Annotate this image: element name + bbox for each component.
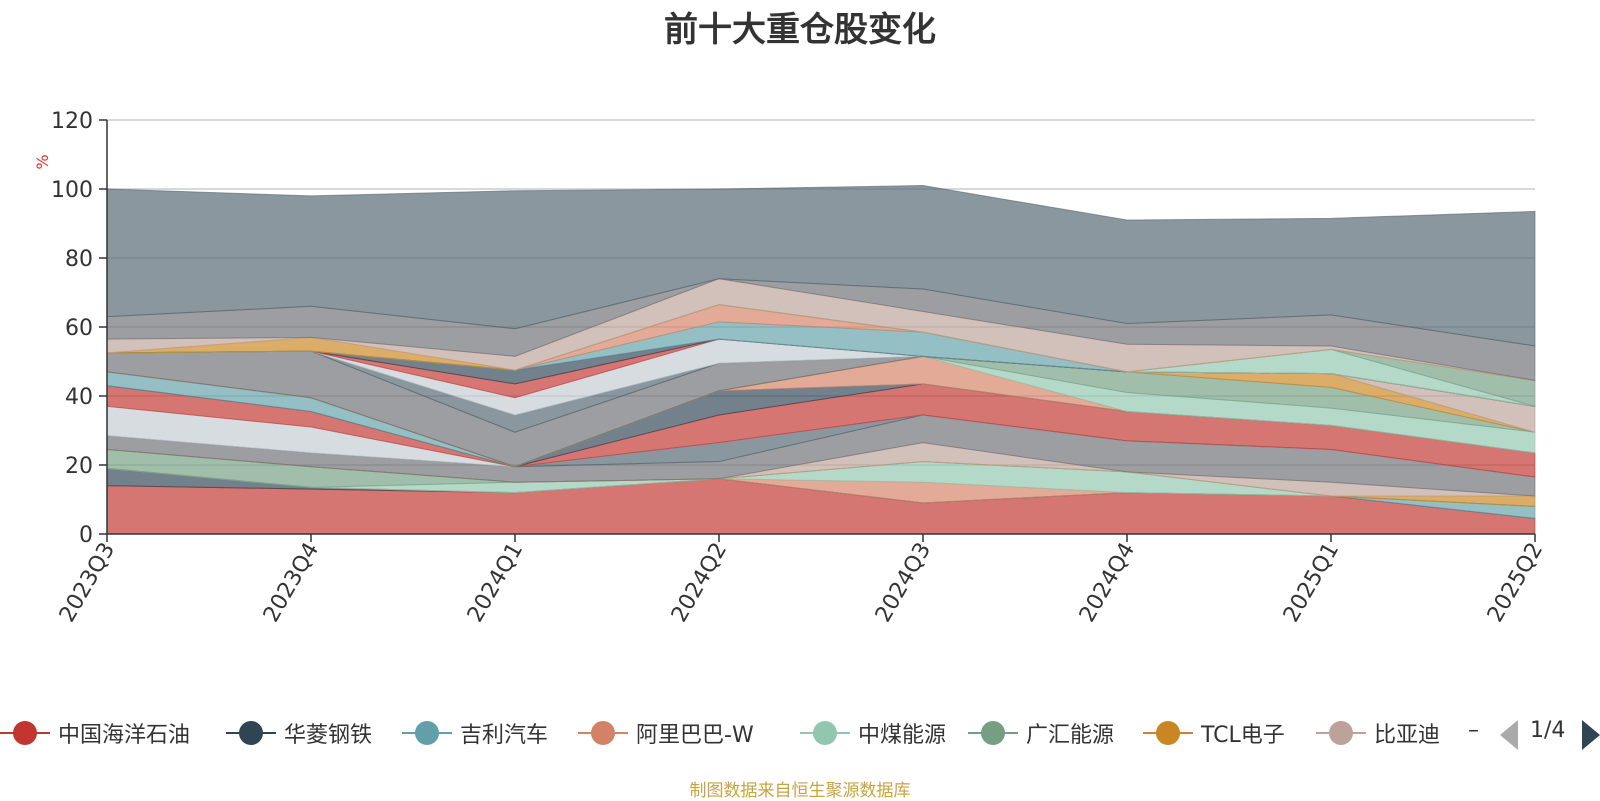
y-axis-label: % bbox=[33, 154, 52, 169]
legend-marker-icon bbox=[968, 718, 1018, 748]
legend-label: 中国海洋石油 bbox=[58, 723, 191, 748]
stacked-area-chart: 0 20 40 60 80 100 120 2023Q3 2023Q4 2024Q1 2024Q2 2… bbox=[33, 109, 1548, 627]
legend-marker-icon bbox=[0, 718, 50, 748]
legend-item[interactable]: 中国海洋石油 bbox=[0, 716, 190, 750]
x-tick-label: 2024Q3 bbox=[871, 539, 936, 627]
legend-item[interactable]: 华菱钢铁 bbox=[226, 716, 372, 750]
y-tick-label: 120 bbox=[51, 109, 93, 134]
legend-page-indicator: 1/4 bbox=[1530, 718, 1566, 743]
legend-label: 中煤能源 bbox=[858, 723, 947, 748]
legend-prev-page-icon[interactable] bbox=[1500, 720, 1518, 750]
y-tick-label: 60 bbox=[65, 316, 93, 341]
legend-label: TCL电子 bbox=[1201, 723, 1285, 748]
x-tick-label: 2024Q2 bbox=[667, 539, 732, 627]
legend-item[interactable]: 比亚迪 bbox=[1316, 716, 1440, 750]
x-tick-label: 2023Q3 bbox=[55, 539, 120, 627]
legend-marker-icon bbox=[226, 718, 276, 748]
series-areas bbox=[106, 185, 1536, 535]
legend-item[interactable]: 阿里巴巴-W bbox=[578, 716, 754, 750]
legend-item[interactable]: TCL电子 bbox=[1143, 716, 1285, 750]
y-tick-label: 20 bbox=[65, 454, 93, 479]
legend-item[interactable]: 吉利汽车 bbox=[402, 716, 548, 750]
legend-label: 华菱钢铁 bbox=[284, 723, 373, 748]
legend-marker-icon bbox=[800, 718, 850, 748]
x-tick-label: 2024Q1 bbox=[463, 539, 528, 627]
x-tick-label: 2024Q4 bbox=[1075, 539, 1140, 627]
legend-marker-icon bbox=[1316, 718, 1366, 748]
x-tick-label: 2025Q2 bbox=[1483, 539, 1548, 627]
y-tick-label: 40 bbox=[65, 385, 93, 410]
legend-marker-icon bbox=[578, 718, 628, 748]
y-tick-label: 80 bbox=[65, 247, 93, 272]
legend-marker-icon bbox=[402, 718, 452, 748]
x-tick-label: 2023Q4 bbox=[259, 539, 324, 627]
legend-next-page-icon[interactable] bbox=[1582, 720, 1600, 750]
legend-label: 广汇能源 bbox=[1026, 723, 1115, 748]
legend-overflow-dash: – bbox=[1468, 718, 1479, 743]
y-tick-label: 100 bbox=[51, 178, 93, 203]
legend-item[interactable]: 广汇能源 bbox=[968, 716, 1114, 750]
legend-marker-icon bbox=[1143, 718, 1193, 748]
chart-title: 前十大重仓股变化 bbox=[664, 10, 936, 50]
source-note: 制图数据来自恒生聚源数据库 bbox=[689, 781, 911, 801]
y-tick-label: 0 bbox=[79, 523, 93, 548]
legend-item[interactable]: 中煤能源 bbox=[800, 716, 946, 750]
area-series-31 bbox=[106, 185, 1536, 347]
chart-legend: 中国海洋石油 华菱钢铁 吉利汽车 阿里巴巴-W 中煤能源 广汇能源 TCL电子 比亚迪 bbox=[0, 716, 1600, 756]
legend-label: 吉利汽车 bbox=[460, 723, 549, 748]
legend-label: 比亚迪 bbox=[1374, 723, 1441, 748]
legend-label: 阿里巴巴-W bbox=[636, 723, 754, 748]
x-tick-label: 2025Q1 bbox=[1279, 539, 1344, 627]
